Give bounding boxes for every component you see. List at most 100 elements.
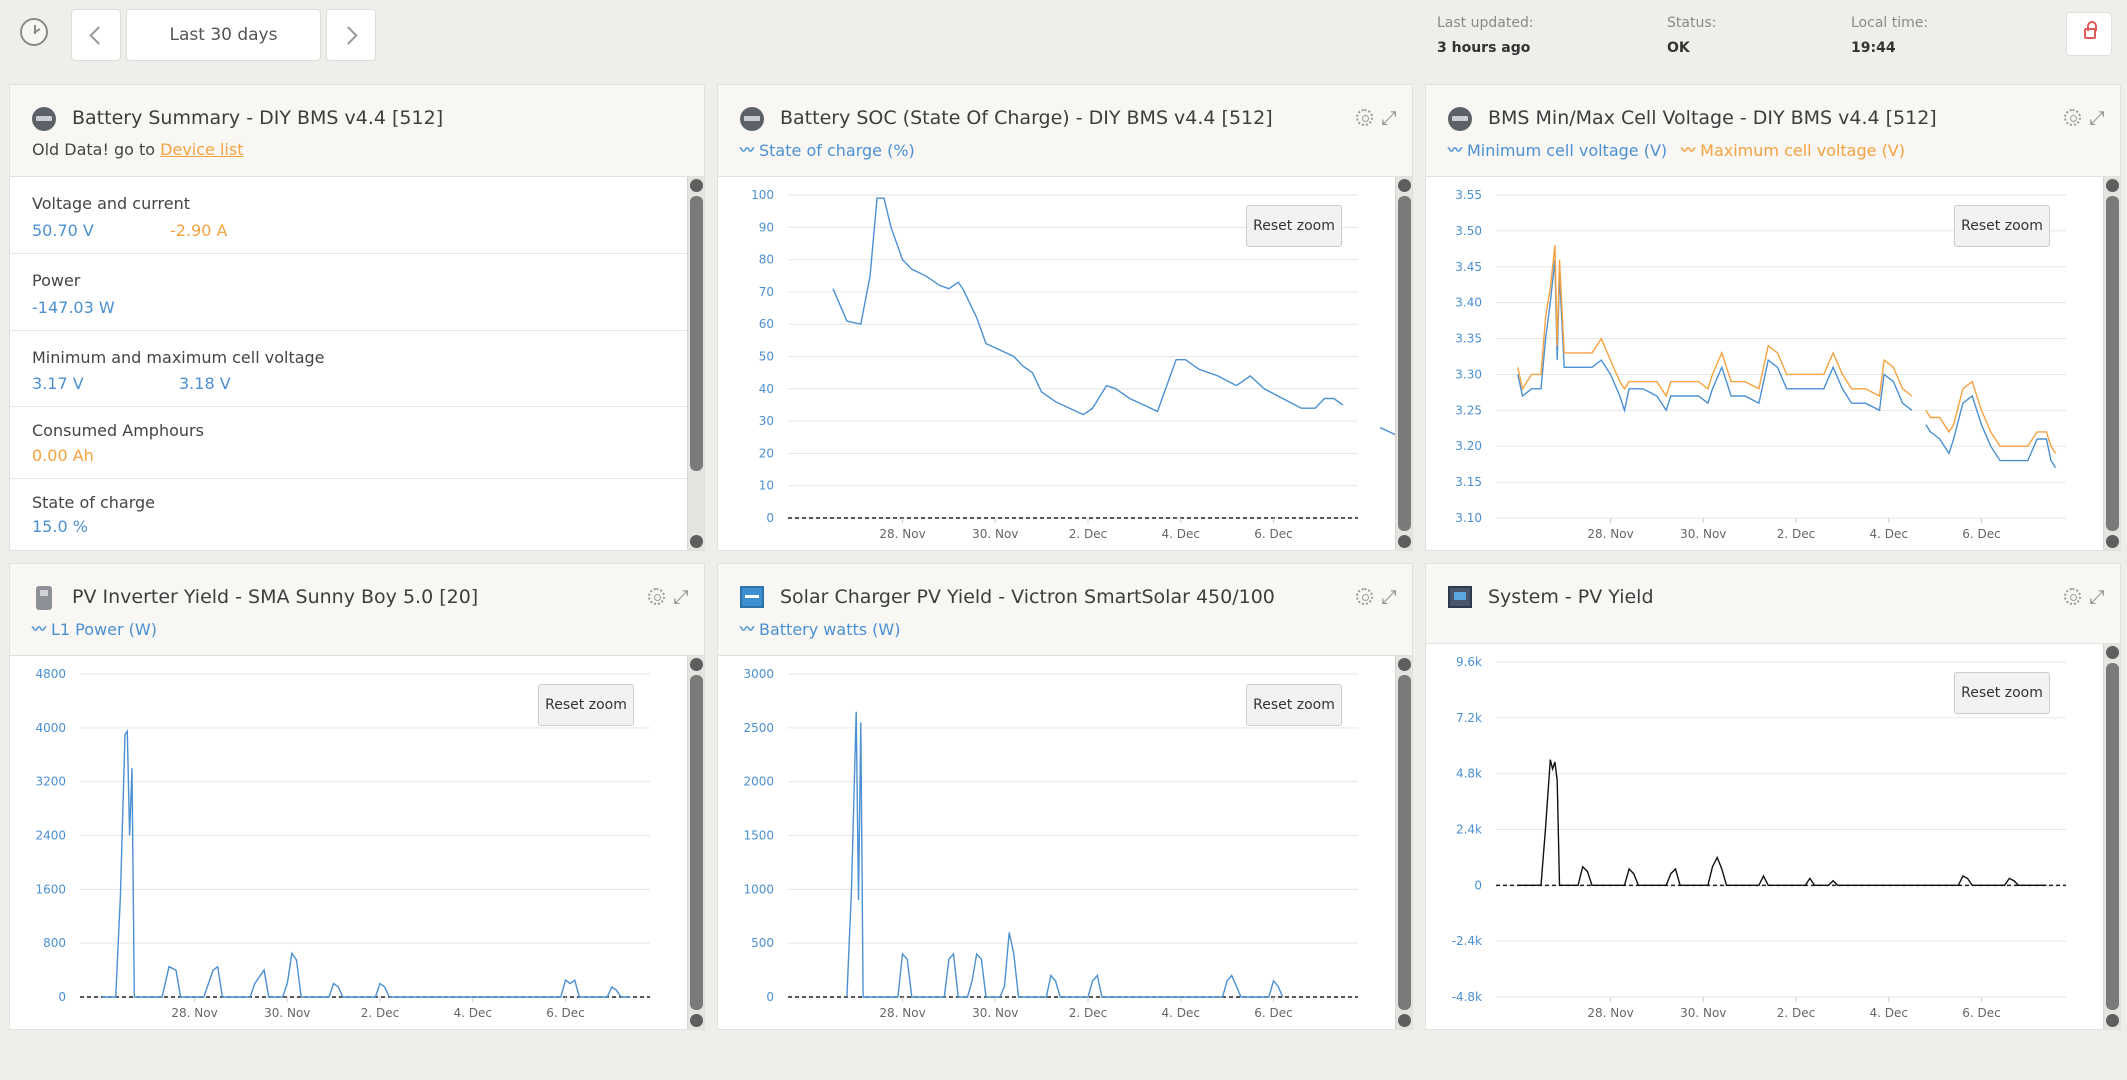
gear-icon[interactable] <box>648 588 665 605</box>
scroll-thumb[interactable] <box>2106 196 2119 531</box>
expand-icon[interactable]: ⤢ <box>2089 107 2105 129</box>
device-list-link[interactable]: Device list <box>160 140 244 159</box>
chart-area[interactable]: 4800 4000 3200 2400 1600 800 0 28. Nov 30. Nov 2.… <box>10 656 704 1029</box>
scroll-down-arrow[interactable] <box>2106 1014 2119 1027</box>
chart-legend: 〰 Minimum cell voltage (V) 〰 Maximum cell v… <box>1448 140 1919 160</box>
scroll-thumb[interactable] <box>1398 196 1411 531</box>
scroll-down-arrow[interactable] <box>1398 1014 1411 1027</box>
reset-zoom-button[interactable]: Reset zoom <box>1954 672 2050 714</box>
x-tick-label: 28. Nov <box>1587 527 1633 541</box>
y-tick-label: 1500 <box>743 829 774 843</box>
y-tick-label: -4.8k <box>1452 990 1482 1004</box>
scroll-thumb[interactable] <box>690 675 703 1010</box>
scrollbar[interactable] <box>1395 656 1412 1029</box>
row-value: 50.70 V <box>32 221 94 240</box>
y-tick-label: 100 <box>751 188 774 202</box>
status-value: OK <box>1667 40 1690 56</box>
last-updated: Last updated: 3 hours ago <box>1437 13 1534 58</box>
chart-area[interactable]: 3.55 3.50 3.45 3.40 3.35 3.30 3.25 3.20 3.15 3.10… <box>1426 177 2120 550</box>
chart-area[interactable]: 9.6k 7.2k 4.8k 2.4k 0 -2.4k -4.8k 28. Nov 30. No… <box>1426 644 2120 1029</box>
scroll-down-arrow[interactable] <box>1398 535 1411 548</box>
x-tick-label: 28. Nov <box>171 1006 217 1020</box>
scrollbar[interactable] <box>2103 177 2120 550</box>
legend-line-icon: 〰 <box>1448 143 1462 159</box>
legend-item[interactable]: 〰 Minimum cell voltage (V) <box>1448 140 1667 160</box>
scrollbar[interactable] <box>687 656 704 1029</box>
y-tick-label: 4.8k <box>1456 767 1482 781</box>
chart-area[interactable]: 100 90 80 70 60 50 40 30 20 10 0 28. Nov 30. Nov 2. D… <box>718 177 1412 550</box>
x-tick-label: 2. Dec <box>1069 1006 1107 1020</box>
legend-item[interactable]: 〰 L1 Power (W) <box>32 619 157 639</box>
lock-button[interactable] <box>2066 12 2112 56</box>
list-item: Voltage and current 50.70 V -2.90 A <box>10 177 687 254</box>
chart-legend: 〰 State of charge (%) <box>740 140 929 160</box>
previous-period-button[interactable] <box>71 9 121 61</box>
legend-label: Minimum cell voltage (V) <box>1467 140 1668 160</box>
battery-soc-panel: Battery SOC (State Of Charge) - DIY BMS … <box>717 84 1413 551</box>
scroll-up-arrow[interactable] <box>690 658 703 671</box>
expand-icon[interactable]: ⤢ <box>1381 586 1397 608</box>
y-tick-label: 80 <box>759 253 774 267</box>
panel-title: System - PV Yield <box>1488 586 1654 608</box>
solar-charger-panel: Solar Charger PV Yield - Victron SmartSo… <box>717 563 1413 1030</box>
panel-header: Battery SOC (State Of Charge) - DIY BMS … <box>718 85 1412 177</box>
legend-item[interactable]: 〰 State of charge (%) <box>740 140 915 160</box>
reset-zoom-button[interactable]: Reset zoom <box>1246 684 1342 726</box>
scrollbar[interactable] <box>687 177 704 550</box>
last-updated-value: 3 hours ago <box>1437 40 1531 56</box>
panel-header: System - PV Yield ⤢ <box>1426 564 2120 644</box>
scroll-up-arrow[interactable] <box>2106 179 2119 192</box>
scroll-thumb[interactable] <box>1398 675 1411 1010</box>
expand-icon[interactable]: ⤢ <box>2089 586 2105 608</box>
chart-area[interactable]: 3000 2500 2000 1500 1000 500 0 28. Nov 30. Nov 2.… <box>718 656 1412 1029</box>
list-item: Minimum and maximum cell voltage 3.17 V … <box>10 331 687 407</box>
row-label: Power <box>32 271 81 290</box>
battery-summary-panel: Battery Summary - DIY BMS v4.4 [512] Old… <box>9 84 705 551</box>
y-tick-label: 2.4k <box>1456 823 1482 837</box>
x-tick-label: 30. Nov <box>264 1006 310 1020</box>
reset-zoom-button[interactable]: Reset zoom <box>538 684 634 726</box>
scroll-up-arrow[interactable] <box>690 179 703 192</box>
panel-title: Battery Summary - DIY BMS v4.4 [512] <box>72 107 444 129</box>
expand-icon[interactable]: ⤢ <box>1381 107 1397 129</box>
y-tick-label: 1000 <box>743 882 774 896</box>
summary-list[interactable]: Voltage and current 50.70 V -2.90 A Powe… <box>10 177 704 550</box>
scroll-down-arrow[interactable] <box>690 535 703 548</box>
reset-zoom-button[interactable]: Reset zoom <box>1246 205 1342 247</box>
gear-icon[interactable] <box>2064 588 2081 605</box>
scrollbar[interactable] <box>1395 177 1412 550</box>
scroll-down-arrow[interactable] <box>690 1014 703 1027</box>
gear-icon[interactable] <box>2064 109 2081 126</box>
x-tick-label: 28. Nov <box>879 1006 925 1020</box>
next-period-button[interactable] <box>326 9 376 61</box>
scroll-up-arrow[interactable] <box>1398 179 1411 192</box>
gear-icon[interactable] <box>1356 109 1373 126</box>
scroll-thumb[interactable] <box>2106 663 2119 1010</box>
x-tick-label: 30. Nov <box>1680 527 1726 541</box>
legend-item[interactable]: 〰 Battery watts (W) <box>740 619 900 639</box>
date-range-button[interactable]: Last 30 days <box>126 9 321 61</box>
x-tick-label: 30. Nov <box>972 527 1018 541</box>
y-tick-label: 500 <box>751 936 774 950</box>
legend-label: Maximum cell voltage (V) <box>1700 140 1905 160</box>
legend-item[interactable]: 〰 Maximum cell voltage (V) <box>1681 140 1905 160</box>
scroll-down-arrow[interactable] <box>2106 535 2119 548</box>
x-tick-label: 4. Dec <box>1161 527 1199 541</box>
clock-icon[interactable] <box>20 18 48 46</box>
scroll-up-arrow[interactable] <box>2106 646 2119 659</box>
scrollbar[interactable] <box>2103 644 2120 1029</box>
scroll-thumb[interactable] <box>690 196 703 471</box>
expand-icon[interactable]: ⤢ <box>673 586 689 608</box>
chevron-left-icon <box>89 25 108 45</box>
y-tick-label: 10 <box>759 479 774 493</box>
gear-icon[interactable] <box>1356 588 1373 605</box>
solar-charger-icon <box>740 586 764 608</box>
panel-header: Battery Summary - DIY BMS v4.4 [512] Old… <box>10 85 704 177</box>
panel-title: PV Inverter Yield - SMA Sunny Boy 5.0 [2… <box>72 586 479 608</box>
scroll-up-arrow[interactable] <box>1398 658 1411 671</box>
y-tick-label: 2000 <box>743 775 774 789</box>
reset-zoom-button[interactable]: Reset zoom <box>1954 205 2050 247</box>
x-tick-label: 6. Dec <box>1254 1006 1292 1020</box>
y-tick-label: 90 <box>759 220 774 234</box>
y-tick-label: 4000 <box>35 721 66 735</box>
